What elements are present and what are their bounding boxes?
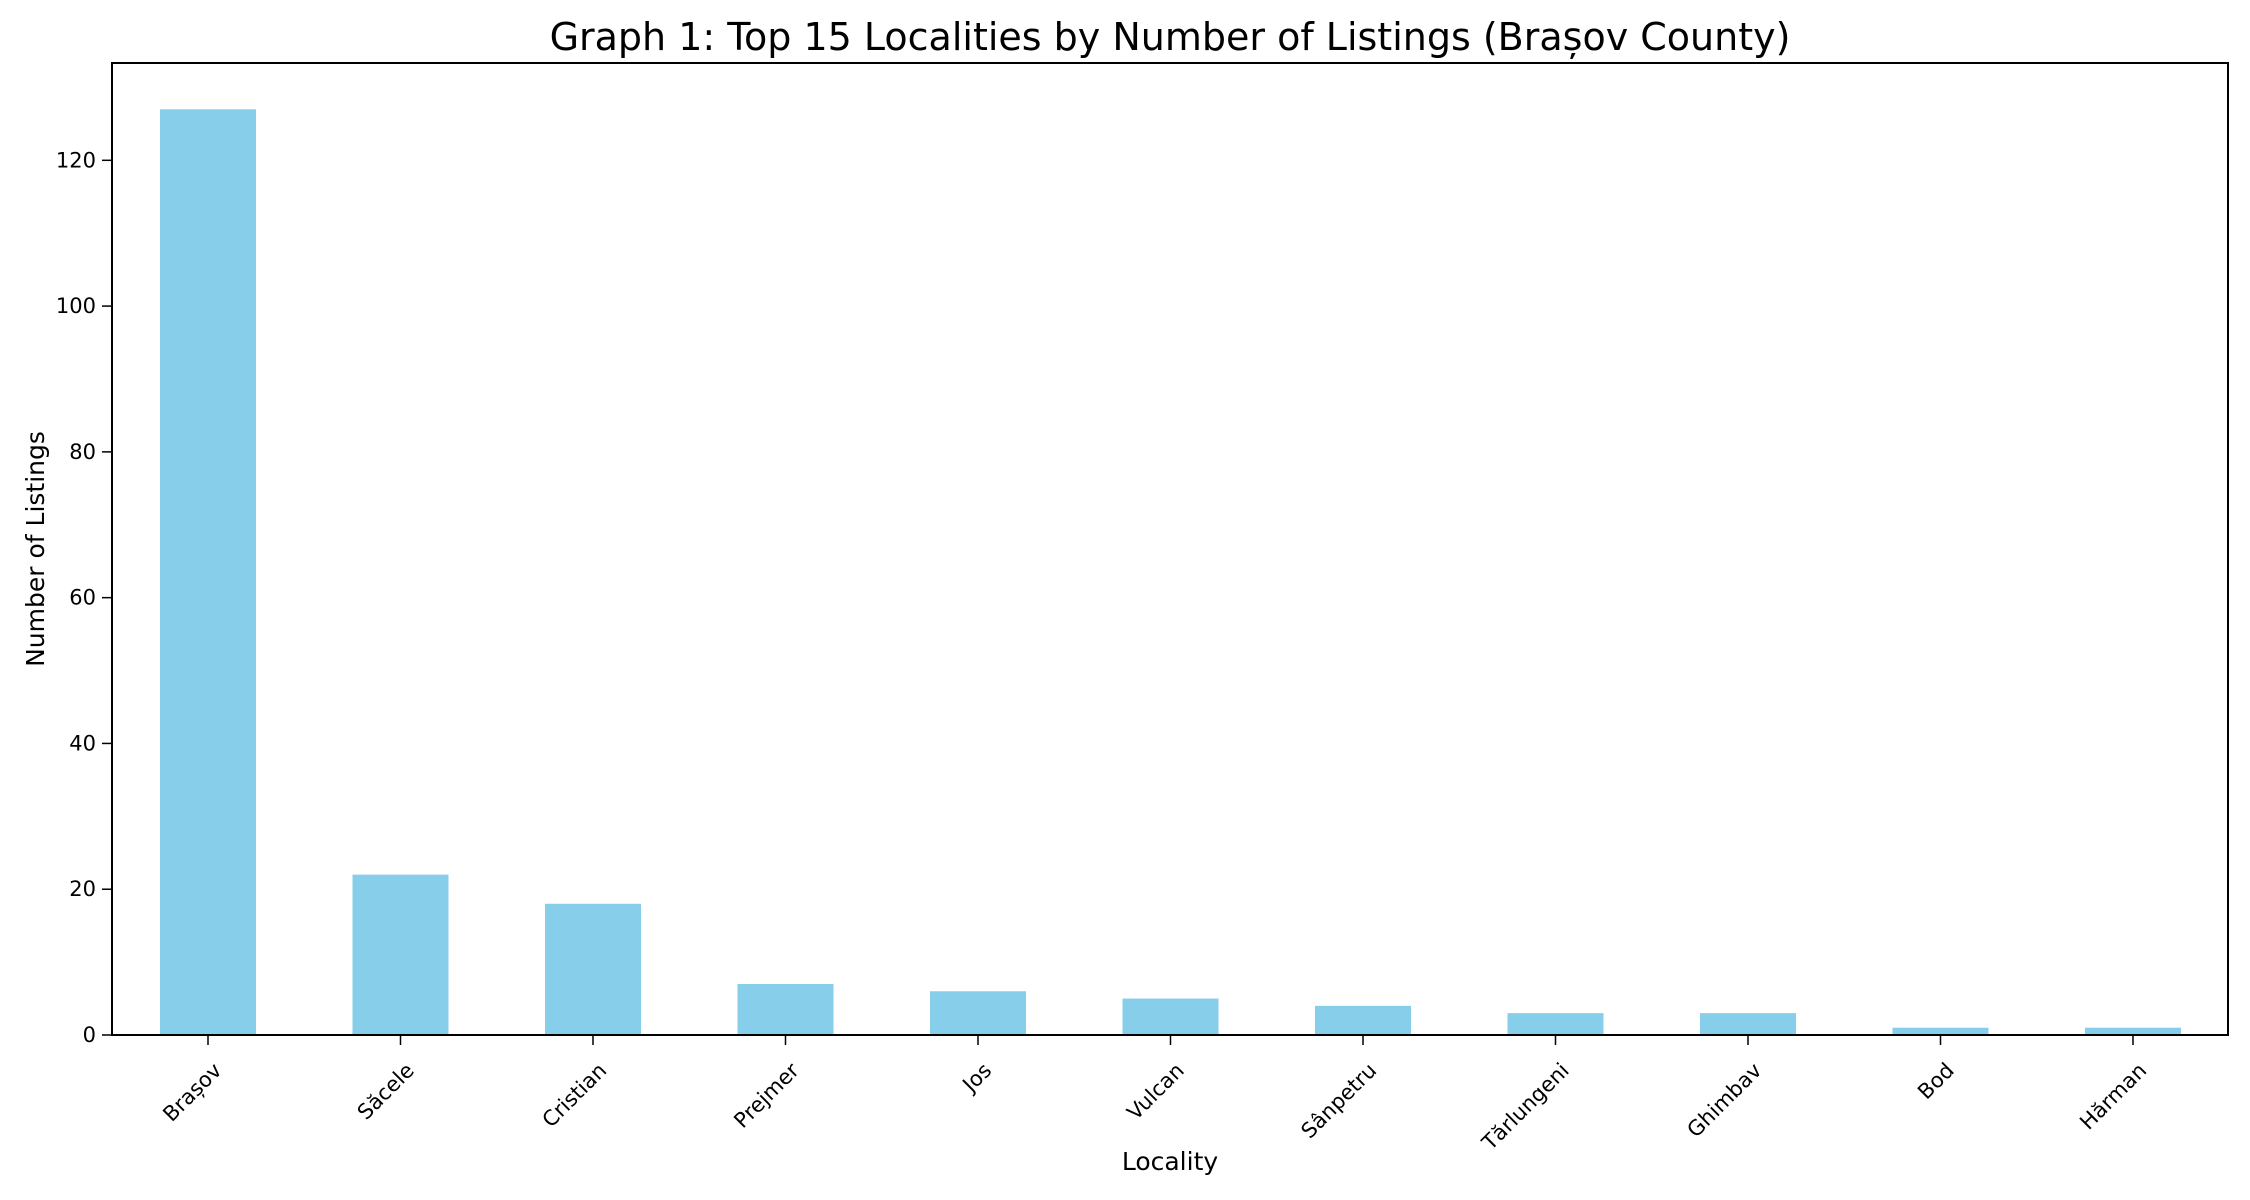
y-tick-label: 20 <box>69 877 96 901</box>
bar <box>352 874 449 1035</box>
y-tick-label: 100 <box>56 294 96 318</box>
bars-layer <box>160 109 2181 1036</box>
bar <box>737 983 834 1035</box>
bar <box>1700 1013 1796 1035</box>
bar <box>1892 1027 1989 1035</box>
bar <box>1122 998 1219 1035</box>
y-tick-label: 60 <box>69 586 96 610</box>
bar <box>545 903 641 1035</box>
x-axis-label: Locality <box>1122 1147 1219 1176</box>
chart-title: Graph 1: Top 15 Localities by Number of … <box>550 15 1791 59</box>
y-tick-label: 80 <box>69 440 96 464</box>
bar <box>1507 1013 1604 1035</box>
bar <box>930 991 1026 1035</box>
bar <box>160 109 256 1036</box>
y-tick-label: 0 <box>83 1023 96 1047</box>
y-tick-label: 40 <box>69 731 96 755</box>
y-tick-label: 120 <box>56 148 96 172</box>
bar <box>1315 1005 1411 1035</box>
y-axis-ticks: 0 20 40 60 80 100 120 <box>56 148 112 1047</box>
bar <box>2085 1027 2181 1035</box>
plot-area-frame <box>111 62 2229 1036</box>
y-axis-label: Number of Listings <box>21 431 50 667</box>
